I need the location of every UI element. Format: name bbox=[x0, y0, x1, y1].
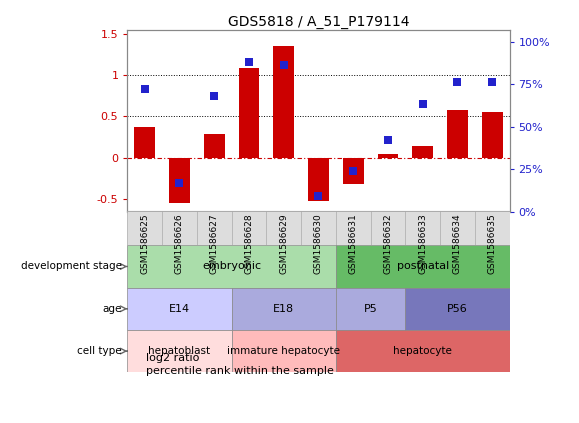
Bar bbox=[308, 158, 329, 201]
Text: embryonic: embryonic bbox=[202, 261, 261, 272]
Point bbox=[349, 168, 358, 174]
Text: postnatal: postnatal bbox=[397, 261, 449, 272]
Text: E18: E18 bbox=[273, 304, 294, 314]
Bar bbox=[127, 245, 336, 288]
Text: GSM1586632: GSM1586632 bbox=[383, 213, 393, 274]
Point bbox=[279, 62, 288, 69]
Point bbox=[488, 79, 497, 86]
Point bbox=[140, 86, 149, 93]
Text: GSM1586627: GSM1586627 bbox=[210, 213, 219, 274]
Point bbox=[210, 93, 219, 99]
Bar bbox=[343, 158, 364, 184]
Text: GSM1586631: GSM1586631 bbox=[349, 213, 358, 274]
Bar bbox=[482, 112, 503, 158]
Bar bbox=[169, 158, 190, 203]
Text: immature hepatocyte: immature hepatocyte bbox=[227, 346, 340, 356]
Bar bbox=[412, 146, 433, 158]
Bar bbox=[336, 245, 510, 288]
Text: E14: E14 bbox=[169, 304, 190, 314]
Text: age: age bbox=[102, 304, 122, 314]
Bar bbox=[232, 330, 336, 372]
Text: cell type: cell type bbox=[77, 346, 122, 356]
Bar bbox=[273, 46, 294, 158]
Bar bbox=[232, 288, 336, 330]
Bar bbox=[336, 288, 405, 330]
Text: percentile rank within the sample: percentile rank within the sample bbox=[146, 366, 334, 376]
Text: GSM1586633: GSM1586633 bbox=[418, 213, 427, 274]
Point bbox=[314, 193, 323, 200]
Point bbox=[418, 101, 427, 108]
Text: GSM1586629: GSM1586629 bbox=[279, 213, 288, 274]
Bar bbox=[378, 154, 398, 158]
Text: GSM1586625: GSM1586625 bbox=[140, 213, 149, 274]
Text: development stage: development stage bbox=[21, 261, 122, 272]
Point bbox=[175, 179, 184, 186]
Text: GSM1586626: GSM1586626 bbox=[175, 213, 184, 274]
Text: P5: P5 bbox=[364, 304, 378, 314]
Bar bbox=[447, 110, 468, 158]
Bar bbox=[239, 68, 259, 158]
Text: GSM1586634: GSM1586634 bbox=[453, 213, 462, 274]
Point bbox=[244, 58, 254, 65]
Bar bbox=[127, 288, 232, 330]
Bar bbox=[336, 330, 510, 372]
Point bbox=[383, 137, 393, 143]
Bar bbox=[127, 330, 232, 372]
Text: GSM1586630: GSM1586630 bbox=[314, 213, 323, 274]
Bar bbox=[405, 288, 510, 330]
Point bbox=[453, 79, 462, 86]
Title: GDS5818 / A_51_P179114: GDS5818 / A_51_P179114 bbox=[228, 14, 409, 29]
Bar bbox=[204, 134, 225, 158]
Text: P56: P56 bbox=[447, 304, 468, 314]
Text: hepatoblast: hepatoblast bbox=[148, 346, 211, 356]
Text: log2 ratio: log2 ratio bbox=[146, 353, 199, 363]
Text: GSM1586635: GSM1586635 bbox=[488, 213, 497, 274]
Text: hepatocyte: hepatocyte bbox=[393, 346, 452, 356]
Bar bbox=[134, 127, 155, 158]
Text: GSM1586628: GSM1586628 bbox=[244, 213, 254, 274]
